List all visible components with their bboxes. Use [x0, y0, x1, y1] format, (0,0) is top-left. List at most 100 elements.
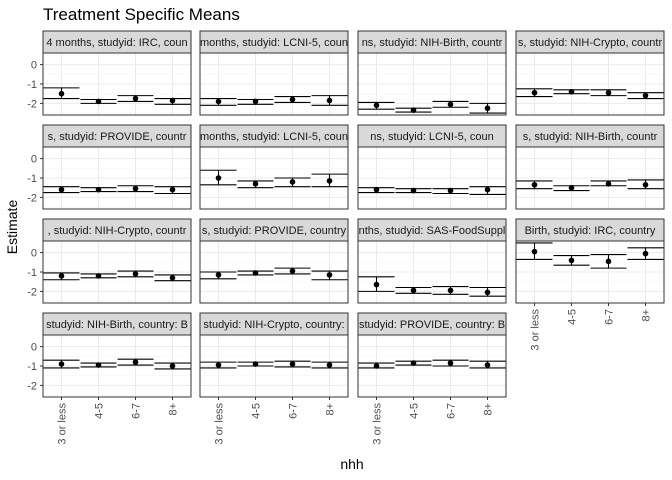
estimate-point	[447, 360, 454, 366]
estimate-point	[95, 362, 102, 368]
x-tick-label: 3 or less	[530, 309, 542, 351]
estimate-point	[531, 89, 538, 96]
x-tick-label: 6-7	[131, 403, 143, 419]
facet-strip-label: s, studyid: PROVIDE, country	[202, 225, 347, 237]
y-tick-label: 0	[31, 248, 37, 260]
estimate-point	[58, 186, 65, 193]
x-tick-label: 8+	[325, 403, 337, 416]
estimate-point	[132, 185, 139, 192]
estimate-point	[215, 175, 222, 181]
facet-panel: months, studyid: LCNI-5, coun	[199, 30, 349, 116]
facet-panel: studyid: PROVIDE, country: B 3 or less 4-5…	[357, 312, 507, 445]
estimate-point	[605, 89, 612, 96]
facet-panel: 4 months, studyid: IRC, coun 0 -1 -2	[27, 30, 192, 116]
y-tick-label: 0	[31, 60, 37, 72]
estimate-point	[289, 268, 296, 274]
estimate-point	[132, 359, 139, 365]
facet-panel: s, studyid: NIH-Birth, countr	[515, 124, 665, 210]
facet-panel: studyid: NIH-Birth, country: B 0 -1 -2 3 or …	[27, 312, 192, 445]
y-tick-label: -1	[27, 173, 37, 185]
estimate-point	[568, 184, 575, 191]
estimate-point	[410, 360, 417, 366]
estimate-point	[95, 273, 102, 279]
estimate-point	[289, 179, 296, 185]
x-tick-label: 6-7	[604, 309, 616, 325]
panel-border	[357, 334, 507, 398]
facet-strip-label: s, studyid: NIH-Crypto, countr	[518, 37, 663, 49]
y-tick-label: -1	[27, 361, 37, 373]
estimate-point	[215, 98, 222, 105]
x-tick-label: 3 or less	[372, 403, 384, 445]
estimate-point	[447, 101, 454, 108]
estimate-point	[447, 287, 454, 294]
chart-title: Treatment Specific Means	[43, 5, 240, 24]
y-tick-label: 0	[31, 154, 37, 166]
y-axis-title: Estimate	[4, 200, 20, 255]
facet-strip-label: ns, studyid: LCNI-5, coun	[370, 131, 494, 143]
panel-border	[357, 52, 507, 116]
estimate-point	[642, 181, 649, 188]
estimate-point	[410, 287, 417, 294]
x-tick-label: 3 or less	[57, 403, 69, 445]
facet-panel: Birth, studyid: IRC, country 3 or less 4-5…	[515, 218, 665, 351]
estimate-point	[326, 272, 333, 278]
estimate-point	[326, 178, 333, 184]
estimate-point	[326, 362, 333, 368]
estimate-point	[410, 187, 417, 194]
estimate-point	[215, 362, 222, 368]
estimate-point	[605, 258, 612, 265]
panel-border	[515, 146, 665, 210]
facet-panel: s, studyid: PROVIDE, countr 0 -1 -2	[27, 124, 192, 210]
x-axis-title: nhh	[340, 456, 363, 472]
estimate-point	[373, 102, 380, 109]
estimate-point	[410, 107, 417, 113]
facet-panel: , studyid: NIH-Crypto, countr 0 -1 -2	[27, 218, 192, 304]
facet-strip-label: studyid: PROVIDE, country: B	[359, 319, 505, 331]
y-tick-label: -1	[27, 267, 37, 279]
y-tick-label: -2	[27, 98, 37, 110]
facet-strip-label: nths, studyid: SAS-FoodSuppl	[359, 225, 506, 237]
estimate-point	[531, 248, 538, 255]
panel-border	[199, 52, 349, 116]
estimate-point	[605, 181, 612, 187]
facet-panel: studyid: NIH-Crypto, country: 3 or less 4-…	[199, 312, 349, 445]
x-tick-label: 3 or less	[214, 403, 226, 445]
estimate-point	[568, 88, 575, 95]
estimate-point	[484, 186, 491, 193]
estimate-point	[169, 363, 176, 369]
estimate-point	[642, 92, 649, 99]
facet-strip-label: months, studyid: LCNI-5, coun	[200, 37, 348, 49]
panel-border	[357, 240, 507, 304]
estimate-point	[289, 361, 296, 367]
panel-border	[515, 240, 665, 304]
facet-strip-label: studyid: NIH-Crypto, country:	[203, 319, 344, 331]
facet-panels: 4 months, studyid: IRC, coun 0 -1 -2 months,…	[27, 30, 665, 445]
panel-border	[199, 240, 349, 304]
estimate-point	[531, 181, 538, 188]
facet-strip-label: s, studyid: NIH-Birth, countr	[523, 131, 658, 143]
estimate-point	[252, 181, 259, 187]
estimate-point	[447, 187, 454, 194]
facet-panel: ns, studyid: NIH-Birth, countr	[357, 30, 507, 116]
facet-panel: nths, studyid: SAS-FoodSuppl	[357, 218, 507, 304]
x-tick-label: 6-7	[446, 403, 458, 419]
estimate-point	[169, 97, 176, 104]
panel-border	[515, 52, 665, 116]
x-tick-label: 6-7	[288, 403, 300, 419]
facet-panel: s, studyid: NIH-Crypto, countr	[515, 30, 665, 116]
facet-panel: months, studyid: LCNI-5, coun	[199, 124, 349, 210]
estimate-point	[95, 98, 102, 105]
estimate-point	[169, 186, 176, 193]
estimate-point	[58, 361, 65, 367]
estimate-point	[568, 257, 575, 264]
y-tick-label: 0	[31, 342, 37, 354]
y-tick-label: -2	[27, 286, 37, 298]
estimate-point	[132, 95, 139, 102]
facet-strip-label: studyid: NIH-Birth, country: B	[46, 319, 188, 331]
estimate-point	[169, 275, 176, 281]
estimate-point	[373, 186, 380, 193]
estimate-point	[58, 273, 65, 279]
estimate-point	[373, 281, 380, 288]
estimate-point	[58, 90, 65, 97]
